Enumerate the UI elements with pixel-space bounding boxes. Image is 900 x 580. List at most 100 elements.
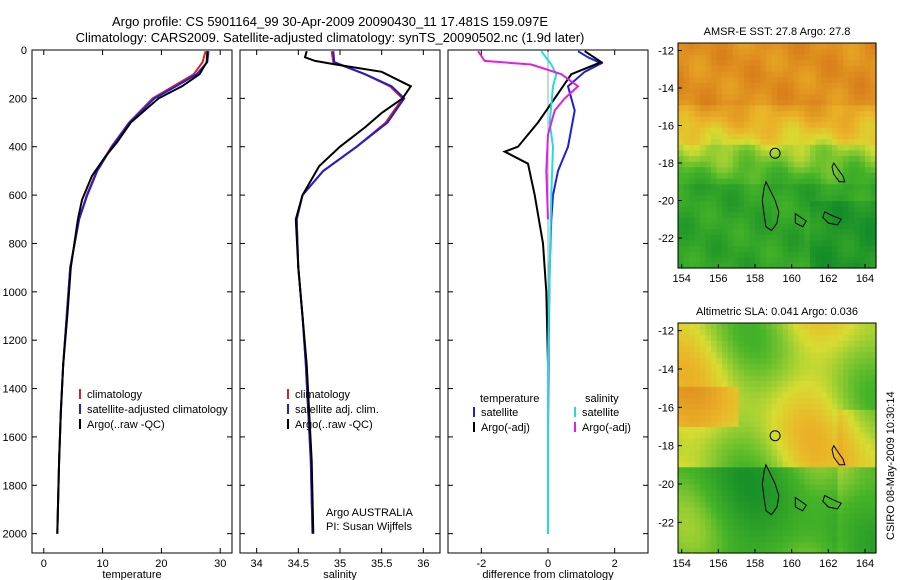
heatmap-cell <box>821 403 828 410</box>
heatmap-cell <box>821 386 828 393</box>
heatmap-cell <box>716 369 723 376</box>
heatmap-cell <box>683 183 690 190</box>
heatmap-cell <box>793 82 800 89</box>
heatmap-cell <box>738 127 745 134</box>
heatmap-cell <box>700 211 707 218</box>
heatmap-cell <box>689 82 696 89</box>
heatmap-cell <box>678 535 685 543</box>
heatmap-cell <box>859 478 866 485</box>
heatmap-cell <box>799 245 806 252</box>
heatmap-cell <box>804 138 811 145</box>
heatmap-cell <box>749 438 756 445</box>
heatmap-cell <box>771 501 778 508</box>
heatmap-cell <box>854 397 861 404</box>
heatmap-cell <box>771 262 778 269</box>
heatmap-cell <box>854 449 861 456</box>
heatmap-cell <box>705 426 712 433</box>
heatmap-cell <box>705 374 712 381</box>
heatmap-cell <box>760 346 767 353</box>
heatmap-cell <box>793 415 800 422</box>
heatmap-cell <box>848 48 855 55</box>
heatmap-cell <box>738 507 745 514</box>
heatmap-cell <box>749 449 756 456</box>
heatmap-cell <box>793 507 800 514</box>
heatmap-cell <box>832 466 839 473</box>
heatmap-cell <box>848 256 855 263</box>
heatmap-cell <box>810 489 817 496</box>
heatmap-cell <box>744 432 751 439</box>
heatmap-cell <box>700 161 707 168</box>
heatmap-cell <box>771 363 778 370</box>
heatmap-cell <box>810 449 817 456</box>
heatmap-cell <box>689 178 696 185</box>
heatmap-cell <box>843 144 850 151</box>
heatmap-cell <box>771 518 778 525</box>
heatmap-cell <box>738 449 745 456</box>
heatmap-cell <box>832 217 839 224</box>
heatmap-cell <box>815 155 822 162</box>
heatmap-cell <box>755 76 762 83</box>
heatmap-cell <box>782 217 789 224</box>
heatmap-cell <box>799 127 806 134</box>
heatmap-cell <box>870 217 877 224</box>
heatmap-cell <box>865 426 872 433</box>
heatmap-cell <box>870 144 877 151</box>
heatmap-cell <box>865 432 872 439</box>
heatmap-cell <box>683 547 690 554</box>
heatmap-cell <box>821 547 828 554</box>
heatmap-cell <box>799 144 806 151</box>
heatmap-cell <box>810 251 817 258</box>
heatmap-cell <box>832 438 839 445</box>
heatmap-cell <box>683 443 690 450</box>
heatmap-cell <box>744 245 751 252</box>
heatmap-cell <box>865 541 872 548</box>
heatmap-cell <box>755 478 762 485</box>
heatmap-cell <box>678 82 685 89</box>
heatmap-cell <box>700 110 707 117</box>
heatmap-cell <box>683 104 690 112</box>
heatmap-cell <box>727 76 734 83</box>
heatmap-cell <box>678 183 685 190</box>
heatmap-cell <box>755 409 762 416</box>
heatmap-cell <box>705 138 712 145</box>
heatmap-cell <box>678 189 685 196</box>
heatmap-cell <box>826 127 833 134</box>
heatmap-cell <box>815 323 822 330</box>
heatmap-cell <box>716 501 723 508</box>
heatmap-cell <box>771 530 778 537</box>
heatmap-cell <box>793 455 800 462</box>
heatmap-cell <box>738 443 745 450</box>
heatmap-cell <box>749 93 756 100</box>
heatmap-cell <box>694 234 701 241</box>
heatmap-cell <box>788 512 795 519</box>
heatmap-cell <box>859 512 866 519</box>
heatmap-cell <box>766 161 773 168</box>
heatmap-cell <box>705 501 712 508</box>
heatmap-cell <box>689 420 696 427</box>
heatmap-cell <box>755 535 762 543</box>
heatmap-cell <box>865 478 872 485</box>
heatmap-cell <box>733 194 740 202</box>
heatmap-cell <box>733 228 740 235</box>
heatmap-cell <box>859 211 866 218</box>
heatmap-cell <box>815 166 822 173</box>
heatmap-cell <box>716 43 723 50</box>
heatmap-cell <box>711 234 718 241</box>
heatmap-cell <box>749 194 756 202</box>
heatmap-cell <box>854 386 861 393</box>
heatmap-cell <box>716 239 723 247</box>
heatmap-cell <box>832 351 839 358</box>
heatmap-cell <box>815 127 822 134</box>
heatmap-cell <box>749 206 756 213</box>
heatmap-cell <box>826 530 833 537</box>
heatmap-cell <box>705 524 712 531</box>
heatmap-cell <box>678 472 685 479</box>
heatmap-cell <box>722 507 729 514</box>
heatmap-cell <box>799 466 806 473</box>
heatmap-cell <box>683 397 690 404</box>
heatmap-cell <box>793 161 800 168</box>
heatmap-cell <box>777 194 784 202</box>
heatmap-cell <box>738 484 745 491</box>
heatmap-cell <box>738 223 745 230</box>
heatmap-cell <box>837 71 844 78</box>
